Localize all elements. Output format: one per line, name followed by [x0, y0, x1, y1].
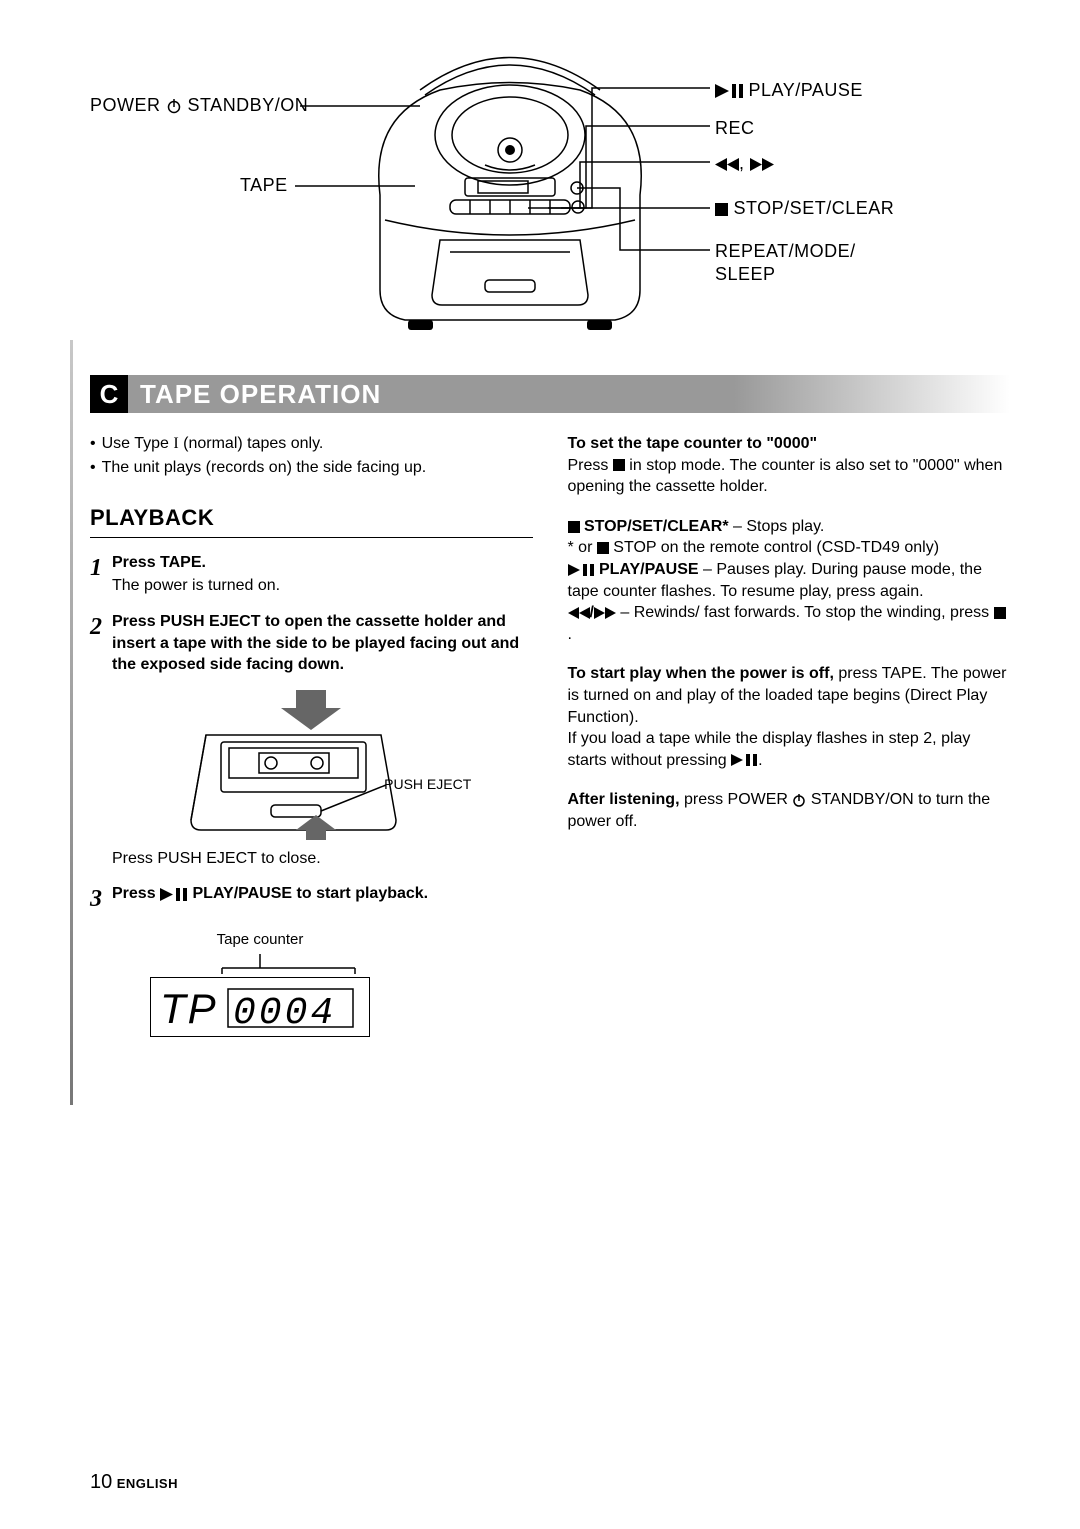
label-tape: TAPE	[240, 175, 288, 196]
label-play-pause: PLAY/PAUSE	[715, 80, 863, 101]
push-eject-label: PUSH EJECT	[384, 775, 471, 794]
boombox-illustration	[330, 40, 690, 350]
label-power-standby: POWER STANDBY/ON	[90, 95, 308, 116]
left-column: • Use Type I (normal) tapes only. • The …	[90, 433, 533, 1037]
decorative-side-bar	[70, 340, 73, 1105]
section-title: TAPE OPERATION	[128, 375, 381, 413]
playback-header: PLAYBACK	[90, 503, 533, 538]
label-repeat-mode-sleep: REPEAT/MODE/SLEEP	[715, 240, 856, 287]
close-instruction: Press PUSH EJECT to close.	[112, 848, 533, 870]
rewind-ff-description: / – Rewinds/ fast forwards. To stop the …	[568, 602, 1011, 645]
right-column: To set the tape counter to "0000" Press …	[568, 433, 1011, 1037]
bullet-item: • Use Type I (normal) tapes only.	[90, 433, 533, 455]
step-1: 1 Press TAPE. The power is turned on.	[90, 552, 533, 597]
label-rwd-ff: ,	[715, 153, 774, 174]
bullet-item: • The unit plays (records on) the side f…	[90, 457, 533, 479]
play-pause-description: PLAY/PAUSE – Pauses play. During pause m…	[568, 559, 1011, 602]
page-footer: 10 ENGLISH	[90, 1471, 178, 1494]
section-header: C TAPE OPERATION	[90, 375, 1010, 413]
stop-note: * or STOP on the remote control (CSD-TD4…	[568, 537, 1011, 559]
svg-text:0004: 0004	[233, 992, 336, 1035]
lcd-display: TP 0004	[150, 977, 370, 1037]
product-diagram: POWER STANDBY/ON TAPE	[90, 40, 1010, 350]
load-tape-note: If you load a tape while the display fla…	[568, 728, 1011, 771]
tape-counter-illustration: Tape counter TP 0004	[150, 930, 370, 1037]
section-letter: C	[90, 375, 128, 413]
step-2: 2 Press PUSH EJECT to open the cassette …	[90, 611, 533, 676]
svg-text:TP: TP	[160, 985, 218, 1032]
direct-play-description: To start play when the power is off, pre…	[568, 663, 1011, 728]
step-3: 3 Press PLAY/PAUSE to start playback.	[90, 883, 533, 915]
stop-description: STOP/SET/CLEAR* – Stops play.	[568, 516, 1011, 538]
label-stop-set-clear: STOP/SET/CLEAR	[715, 198, 894, 219]
after-listening: After listening, press POWER STANDBY/ON …	[568, 789, 1011, 832]
set-counter-title: To set the tape counter to "0000"	[568, 433, 1011, 455]
label-rec: REC	[715, 118, 755, 139]
cassette-illustration: PUSH EJECT	[171, 690, 451, 840]
